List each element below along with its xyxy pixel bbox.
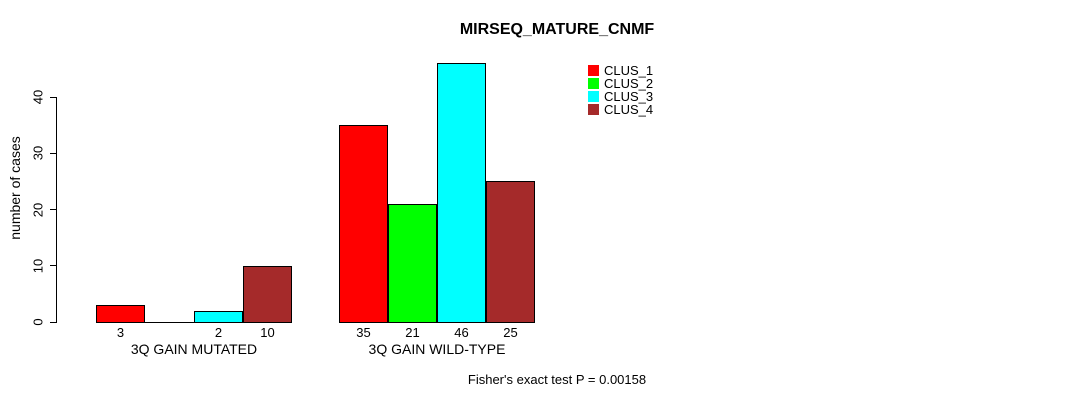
bar-clus_3-group1 xyxy=(194,310,243,323)
bar-count-label: 35 xyxy=(356,325,371,340)
y-tick-label: 40 xyxy=(30,89,46,105)
group-label: 3Q GAIN WILD-TYPE xyxy=(368,341,506,357)
bar-count-label: 3 xyxy=(116,325,125,340)
group-label: 3Q GAIN MUTATED xyxy=(130,341,258,357)
y-axis-line xyxy=(56,97,57,323)
bar-clus_4-group1 xyxy=(243,265,292,323)
bar-clus_2-group1-zero xyxy=(145,322,195,323)
y-tick-label: 20 xyxy=(30,202,46,217)
chart-title: MIRSEQ_MATURE_CNMF xyxy=(459,21,655,38)
y-tick-label: 0 xyxy=(30,318,46,326)
y-tick-mark xyxy=(50,96,57,98)
bar-clus_2-group2 xyxy=(388,203,437,323)
bar-count-label: 21 xyxy=(405,325,420,340)
legend-label-clus_4: CLUS_4 xyxy=(604,102,654,117)
legend-label-clus_3: CLUS_3 xyxy=(604,89,654,104)
bar-clus_4-group2 xyxy=(486,181,535,323)
y-tick-mark xyxy=(50,209,57,210)
y-tick-label: 30 xyxy=(30,146,46,161)
y-axis-label: number of cases xyxy=(7,136,23,240)
bar-count-label: 10 xyxy=(260,325,275,340)
y-tick-mark xyxy=(50,265,57,267)
fisher-test-annotation: Fisher's exact test P = 0.00158 xyxy=(467,372,647,387)
legend-swatch-clus_3 xyxy=(588,91,599,102)
y-tick-mark xyxy=(50,152,57,154)
legend-swatch-clus_4 xyxy=(588,104,599,115)
bar-clus_3-group2 xyxy=(437,63,486,323)
bar-clus_1-group1 xyxy=(96,305,145,323)
bar-clus_1-group2 xyxy=(339,125,388,323)
legend-swatch-clus_2 xyxy=(588,78,599,89)
legend-label-clus_2: CLUS_2 xyxy=(604,76,654,91)
bar-count-label: 25 xyxy=(503,325,518,340)
legend-label-clus_1: CLUS_1 xyxy=(604,63,654,78)
y-tick-label: 10 xyxy=(30,258,46,273)
bar-count-label: 46 xyxy=(454,325,469,340)
legend-swatch-clus_1 xyxy=(588,65,599,76)
y-tick-mark xyxy=(50,321,57,323)
bar-count-label: 2 xyxy=(214,325,223,340)
